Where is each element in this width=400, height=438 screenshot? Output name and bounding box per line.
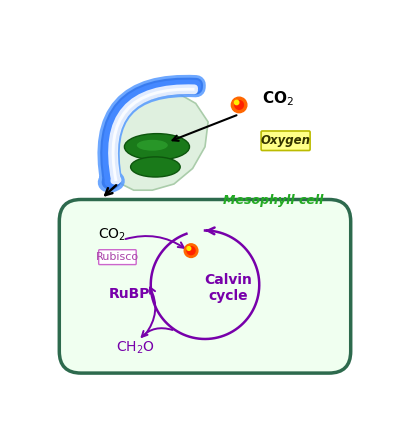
Polygon shape: [109, 88, 208, 190]
FancyBboxPatch shape: [59, 199, 351, 373]
Text: Oxygen: Oxygen: [261, 134, 311, 147]
Ellipse shape: [137, 140, 168, 151]
Text: CO$_2$: CO$_2$: [262, 89, 294, 108]
Circle shape: [235, 101, 244, 109]
Ellipse shape: [124, 134, 190, 160]
Text: Mesophyll cell: Mesophyll cell: [223, 194, 323, 207]
Text: Rubisco: Rubisco: [96, 252, 139, 262]
Text: CO$_2$: CO$_2$: [98, 227, 126, 244]
Circle shape: [184, 244, 198, 258]
Circle shape: [234, 100, 239, 105]
Text: RuBP: RuBP: [108, 287, 150, 301]
FancyBboxPatch shape: [99, 250, 136, 265]
Circle shape: [231, 97, 247, 113]
Text: CH$_2$O: CH$_2$O: [116, 340, 155, 357]
Text: Calvin
cycle: Calvin cycle: [204, 273, 252, 303]
Circle shape: [187, 247, 195, 254]
FancyBboxPatch shape: [261, 131, 310, 151]
Ellipse shape: [130, 157, 180, 177]
Circle shape: [187, 247, 191, 251]
